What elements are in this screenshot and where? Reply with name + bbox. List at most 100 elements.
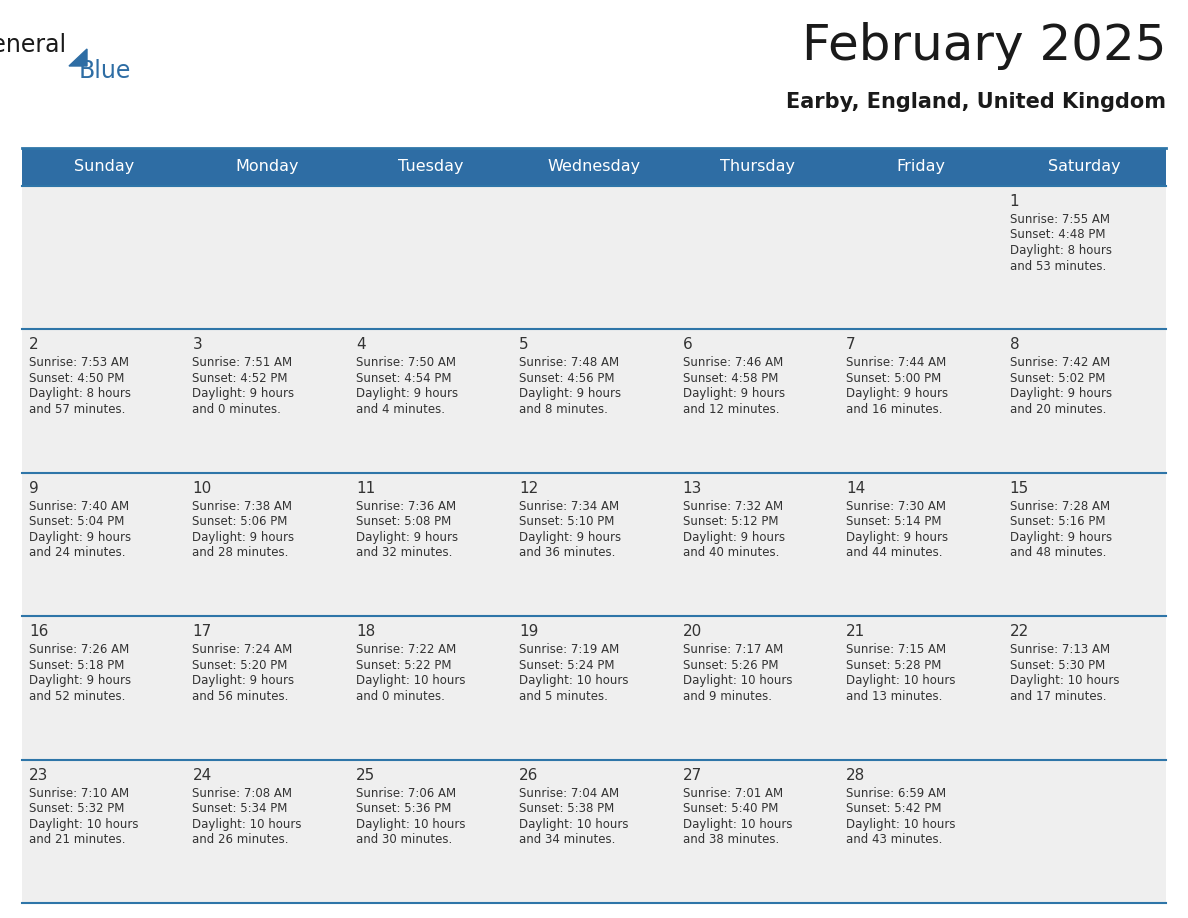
Text: Daylight: 9 hours: Daylight: 9 hours bbox=[192, 387, 295, 400]
Bar bbox=[839, 330, 1003, 473]
Text: Sunset: 5:14 PM: Sunset: 5:14 PM bbox=[846, 515, 942, 528]
Text: Daylight: 10 hours: Daylight: 10 hours bbox=[192, 818, 302, 831]
Text: 5: 5 bbox=[519, 338, 529, 353]
Text: Sunrise: 7:46 AM: Sunrise: 7:46 AM bbox=[683, 356, 783, 369]
Text: Sunrise: 7:53 AM: Sunrise: 7:53 AM bbox=[29, 356, 129, 369]
Text: and 4 minutes.: and 4 minutes. bbox=[356, 403, 444, 416]
Text: and 13 minutes.: and 13 minutes. bbox=[846, 689, 942, 702]
Text: and 9 minutes.: and 9 minutes. bbox=[683, 689, 772, 702]
Bar bbox=[676, 759, 839, 903]
Text: 1: 1 bbox=[1010, 194, 1019, 209]
Bar bbox=[185, 186, 349, 330]
Text: 15: 15 bbox=[1010, 481, 1029, 496]
Text: Daylight: 9 hours: Daylight: 9 hours bbox=[683, 531, 785, 543]
Text: 2: 2 bbox=[29, 338, 39, 353]
Text: 19: 19 bbox=[519, 624, 538, 639]
Bar bbox=[512, 186, 676, 330]
Text: Sunset: 5:18 PM: Sunset: 5:18 PM bbox=[29, 659, 125, 672]
Text: Daylight: 9 hours: Daylight: 9 hours bbox=[1010, 531, 1112, 543]
Text: and 0 minutes.: and 0 minutes. bbox=[192, 403, 282, 416]
Text: Daylight: 10 hours: Daylight: 10 hours bbox=[1010, 674, 1119, 688]
Bar bbox=[23, 616, 185, 759]
Text: Daylight: 9 hours: Daylight: 9 hours bbox=[846, 387, 948, 400]
Text: and 38 minutes.: and 38 minutes. bbox=[683, 834, 779, 846]
Text: and 52 minutes.: and 52 minutes. bbox=[29, 689, 126, 702]
Text: Sunrise: 7:34 AM: Sunrise: 7:34 AM bbox=[519, 499, 619, 513]
Bar bbox=[23, 759, 185, 903]
Text: Sunrise: 7:24 AM: Sunrise: 7:24 AM bbox=[192, 644, 292, 656]
Text: Sunset: 5:20 PM: Sunset: 5:20 PM bbox=[192, 659, 287, 672]
Text: 22: 22 bbox=[1010, 624, 1029, 639]
Bar bbox=[512, 148, 676, 186]
Text: 8: 8 bbox=[1010, 338, 1019, 353]
Text: Sunrise: 7:10 AM: Sunrise: 7:10 AM bbox=[29, 787, 129, 800]
Text: Sunrise: 6:59 AM: Sunrise: 6:59 AM bbox=[846, 787, 947, 800]
Text: Sunset: 4:54 PM: Sunset: 4:54 PM bbox=[356, 372, 451, 385]
Bar bbox=[512, 759, 676, 903]
Text: Daylight: 9 hours: Daylight: 9 hours bbox=[356, 387, 459, 400]
Bar bbox=[349, 148, 512, 186]
Text: Daylight: 9 hours: Daylight: 9 hours bbox=[356, 531, 459, 543]
Bar bbox=[1003, 473, 1165, 616]
Text: Sunrise: 7:50 AM: Sunrise: 7:50 AM bbox=[356, 356, 456, 369]
Text: and 44 minutes.: and 44 minutes. bbox=[846, 546, 942, 559]
Bar bbox=[23, 148, 185, 186]
Text: Daylight: 9 hours: Daylight: 9 hours bbox=[29, 674, 131, 688]
Bar bbox=[1003, 186, 1165, 330]
Text: Sunset: 5:34 PM: Sunset: 5:34 PM bbox=[192, 802, 287, 815]
Bar bbox=[185, 148, 349, 186]
Text: Sunset: 5:24 PM: Sunset: 5:24 PM bbox=[519, 659, 614, 672]
Text: Daylight: 10 hours: Daylight: 10 hours bbox=[683, 818, 792, 831]
Text: and 28 minutes.: and 28 minutes. bbox=[192, 546, 289, 559]
Text: Sunset: 4:50 PM: Sunset: 4:50 PM bbox=[29, 372, 125, 385]
Bar bbox=[349, 759, 512, 903]
Text: and 48 minutes.: and 48 minutes. bbox=[1010, 546, 1106, 559]
Text: Daylight: 10 hours: Daylight: 10 hours bbox=[519, 818, 628, 831]
Text: Daylight: 9 hours: Daylight: 9 hours bbox=[846, 531, 948, 543]
Text: 16: 16 bbox=[29, 624, 49, 639]
Text: 26: 26 bbox=[519, 767, 538, 783]
Text: Daylight: 10 hours: Daylight: 10 hours bbox=[29, 818, 139, 831]
Bar bbox=[349, 616, 512, 759]
Text: 20: 20 bbox=[683, 624, 702, 639]
Text: 14: 14 bbox=[846, 481, 865, 496]
Text: Sunset: 4:48 PM: Sunset: 4:48 PM bbox=[1010, 229, 1105, 241]
Bar bbox=[349, 186, 512, 330]
Text: Sunset: 5:28 PM: Sunset: 5:28 PM bbox=[846, 659, 942, 672]
Text: Sunrise: 7:51 AM: Sunrise: 7:51 AM bbox=[192, 356, 292, 369]
Text: Sunrise: 7:19 AM: Sunrise: 7:19 AM bbox=[519, 644, 619, 656]
Text: Sunrise: 7:22 AM: Sunrise: 7:22 AM bbox=[356, 644, 456, 656]
Bar bbox=[349, 330, 512, 473]
Text: Sunset: 5:38 PM: Sunset: 5:38 PM bbox=[519, 802, 614, 815]
Bar bbox=[23, 330, 185, 473]
Text: Daylight: 9 hours: Daylight: 9 hours bbox=[683, 387, 785, 400]
Text: Sunrise: 7:30 AM: Sunrise: 7:30 AM bbox=[846, 499, 946, 513]
Text: Daylight: 10 hours: Daylight: 10 hours bbox=[519, 674, 628, 688]
Text: Sunset: 5:30 PM: Sunset: 5:30 PM bbox=[1010, 659, 1105, 672]
Bar bbox=[23, 473, 185, 616]
Text: 17: 17 bbox=[192, 624, 211, 639]
Text: 23: 23 bbox=[29, 767, 49, 783]
Bar bbox=[839, 148, 1003, 186]
Text: and 36 minutes.: and 36 minutes. bbox=[519, 546, 615, 559]
Text: 3: 3 bbox=[192, 338, 202, 353]
Bar bbox=[512, 473, 676, 616]
Text: Daylight: 10 hours: Daylight: 10 hours bbox=[356, 674, 466, 688]
Text: General: General bbox=[0, 33, 67, 57]
Text: 18: 18 bbox=[356, 624, 375, 639]
Bar bbox=[839, 473, 1003, 616]
Text: and 56 minutes.: and 56 minutes. bbox=[192, 689, 289, 702]
Bar bbox=[676, 473, 839, 616]
Text: Sunset: 5:10 PM: Sunset: 5:10 PM bbox=[519, 515, 614, 528]
Text: Daylight: 10 hours: Daylight: 10 hours bbox=[846, 818, 955, 831]
Bar bbox=[185, 330, 349, 473]
Text: 7: 7 bbox=[846, 338, 855, 353]
Text: Sunset: 5:00 PM: Sunset: 5:00 PM bbox=[846, 372, 941, 385]
Text: Sunrise: 7:06 AM: Sunrise: 7:06 AM bbox=[356, 787, 456, 800]
Text: Sunrise: 7:40 AM: Sunrise: 7:40 AM bbox=[29, 499, 129, 513]
Text: Daylight: 9 hours: Daylight: 9 hours bbox=[192, 674, 295, 688]
Bar bbox=[349, 473, 512, 616]
Text: Sunset: 5:02 PM: Sunset: 5:02 PM bbox=[1010, 372, 1105, 385]
Text: and 16 minutes.: and 16 minutes. bbox=[846, 403, 942, 416]
Text: 28: 28 bbox=[846, 767, 865, 783]
